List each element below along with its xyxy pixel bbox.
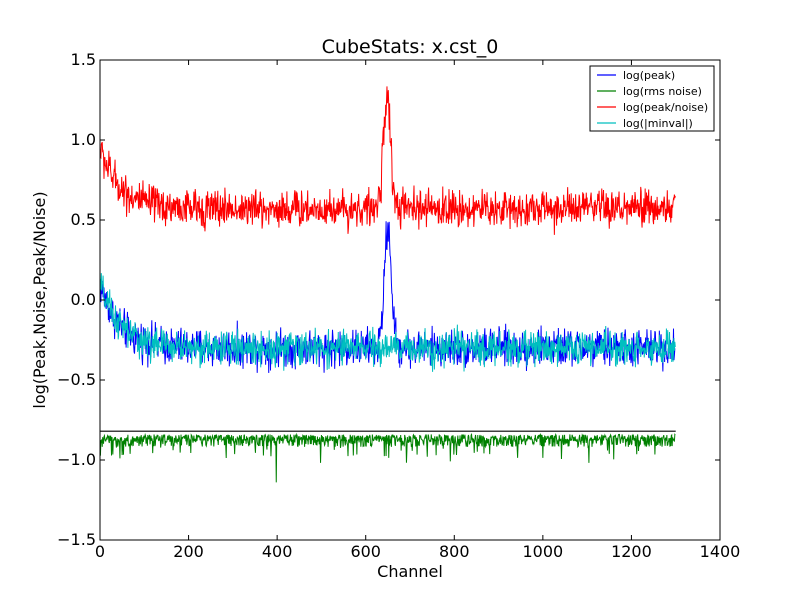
series-layer — [99, 86, 676, 483]
legend-label: log(peak) — [623, 69, 675, 82]
chart-title: CubeStats: x.cst_0 — [322, 36, 499, 58]
x-tick-label: 400 — [262, 542, 293, 561]
x-tick-label: 200 — [173, 542, 204, 561]
y-axis-ticks: −1.5 −1.0 −0.5 0.0 0.5 1.0 1.5 — [57, 50, 720, 549]
y-axis-label: log(Peak,Noise,Peak/Noise) — [30, 191, 49, 408]
plot-area — [99, 59, 721, 541]
y-tick-label: 0.5 — [71, 210, 96, 229]
x-tick-label: 1200 — [611, 542, 652, 561]
x-tick-label: 800 — [439, 542, 470, 561]
plot-background — [100, 60, 720, 540]
y-tick-label: −1.5 — [57, 530, 96, 549]
x-tick-label: 1000 — [522, 542, 563, 561]
series-line — [99, 273, 676, 372]
legend-label: log(rms noise) — [623, 85, 702, 98]
legend: log(peak) log(rms noise) log(peak/noise) lo… — [589, 65, 715, 132]
legend-label: log(peak/noise) — [623, 101, 708, 114]
y-tick-label: −0.5 — [57, 370, 96, 389]
x-tick-label: 0 — [95, 542, 105, 561]
x-axis-ticks: 0 200 400 600 800 1000 1200 1400 — [95, 60, 740, 561]
series-line — [99, 432, 676, 483]
y-tick-label: 0.0 — [71, 290, 96, 309]
x-axis-label: Channel — [377, 562, 443, 581]
y-tick-label: 1.5 — [71, 50, 96, 69]
y-tick-label: 1.0 — [71, 130, 96, 149]
legend-label: log(|minval|) — [623, 117, 693, 130]
y-tick-label: −1.0 — [57, 450, 96, 469]
legend-box — [589, 65, 715, 132]
x-tick-label: 1400 — [700, 542, 741, 561]
series-line — [99, 86, 676, 235]
x-tick-label: 600 — [350, 542, 381, 561]
